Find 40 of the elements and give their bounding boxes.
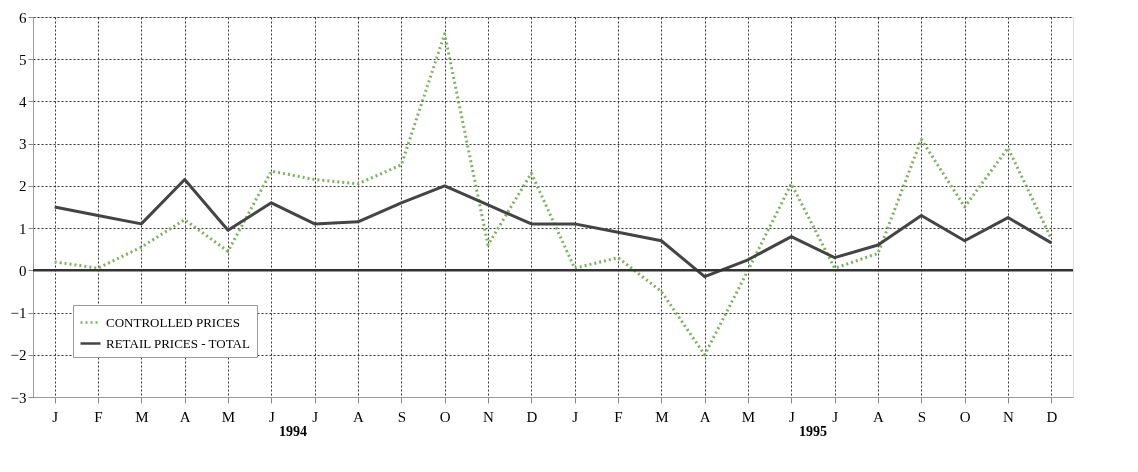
x-tick-label: M [135,408,149,425]
x-tick-label: D [1046,408,1058,425]
x-tick-label: M [655,408,669,425]
legend-label: CONTROLLED PRICES [106,314,240,330]
y-tick-label: 3 [19,136,27,153]
x-tick-label: S [917,408,927,425]
x-tick-label: F [94,408,103,425]
legend-label: RETAIL PRICES - TOTAL [106,335,250,351]
x-tick-label: S [397,408,407,425]
x-tick-label: A [873,408,885,425]
x-tick-label: M [221,408,236,425]
text: 1995 [799,424,827,439]
x-tick-label: M [741,408,756,425]
x-tick-label: D [526,408,538,425]
x-tick-label: A [699,408,711,425]
y-tick-label: −1 [10,305,27,322]
x-tick-label: J [832,408,839,425]
x-tick-label: O [959,408,971,425]
x-tick-label: J [268,408,275,425]
y-tick-label: 6 [19,9,27,26]
y-tick-label: 1 [19,220,27,237]
x-tick-label: J [788,408,795,425]
x-tick-label: N [483,408,495,425]
y-tick-label: 0 [19,262,27,279]
x-tick-label: A [179,408,191,425]
x-tick-label: J [312,408,319,425]
x-tick-label: J [572,408,579,425]
y-tick-label: 5 [19,51,27,68]
x-tick-label: J [52,408,59,425]
y-tick-label: −2 [10,347,27,364]
line-series [53,178,1053,279]
x-tick-label: F [614,408,623,425]
line-series [53,32,1053,357]
x-tick-label: A [353,408,365,425]
y-tick-label: −3 [10,389,27,406]
x-tick-label: O [439,408,451,425]
text: 1994 [279,424,307,439]
y-tick-label: 2 [19,178,27,195]
y-tick-label: 4 [19,93,27,110]
x-tick-label: N [1003,408,1015,425]
